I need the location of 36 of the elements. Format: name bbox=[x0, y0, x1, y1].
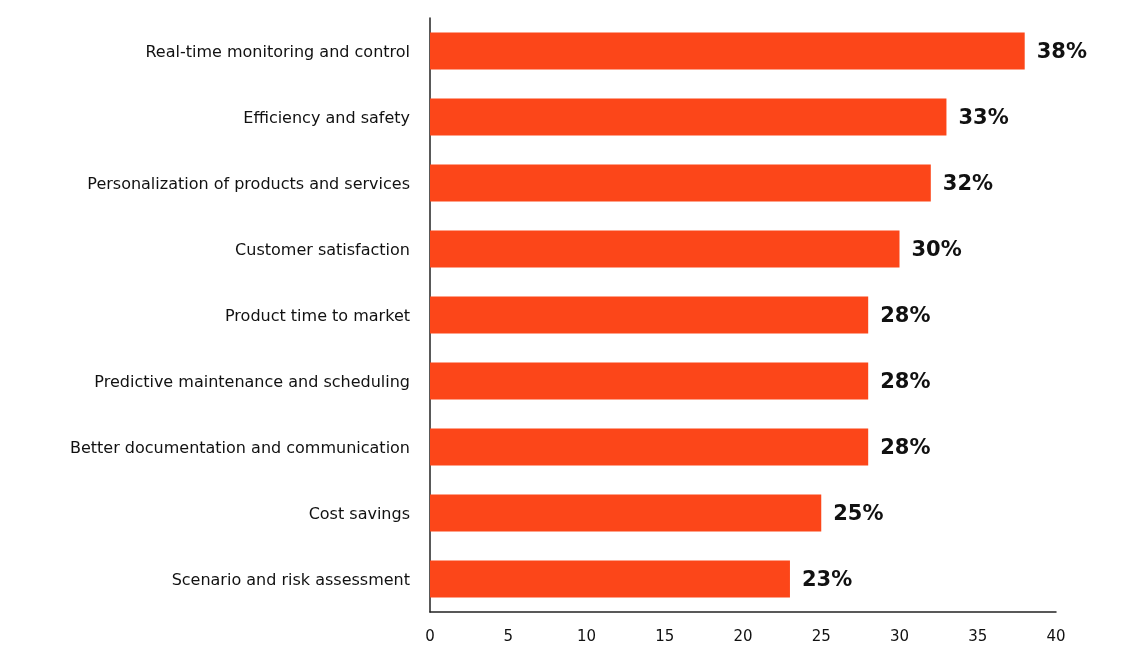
data-label: 30% bbox=[911, 237, 962, 261]
y-tick-label: Real-time monitoring and control bbox=[145, 41, 410, 61]
bar bbox=[430, 98, 947, 136]
data-label: 25% bbox=[833, 501, 884, 525]
y-tick-label: Better documentation and communication bbox=[69, 437, 410, 457]
y-tick-label: Customer satisfaction bbox=[235, 239, 410, 259]
data-label: 28% bbox=[880, 369, 931, 393]
bar bbox=[430, 362, 869, 400]
bar bbox=[430, 296, 869, 334]
x-tick-label: 25 bbox=[811, 626, 831, 645]
x-tick-label: 40 bbox=[1046, 626, 1066, 645]
bar bbox=[430, 164, 931, 202]
y-tick-label: Cost savings bbox=[308, 503, 410, 523]
x-tick-label: 0 bbox=[425, 626, 435, 645]
bar bbox=[430, 494, 822, 532]
x-tick-label: 35 bbox=[968, 626, 988, 645]
bar bbox=[430, 428, 869, 466]
data-label: 28% bbox=[880, 435, 931, 459]
y-tick-label: Product time to market bbox=[225, 305, 410, 325]
y-tick-label: Personalization of products and services bbox=[87, 173, 410, 193]
x-tick-label: 20 bbox=[733, 626, 753, 645]
data-label: 23% bbox=[801, 567, 853, 591]
bar bbox=[430, 32, 1025, 70]
data-label: 32% bbox=[942, 171, 994, 195]
y-tick-label: Predictive maintenance and scheduling bbox=[94, 371, 410, 391]
x-tick-label: 5 bbox=[503, 626, 514, 645]
x-tick-label: 15 bbox=[655, 626, 675, 645]
x-tick-label: 30 bbox=[889, 626, 910, 645]
data-label: 33% bbox=[958, 105, 1009, 129]
y-tick-label: Scenario and risk assessment bbox=[171, 569, 410, 589]
bar bbox=[430, 230, 900, 268]
data-label: 38% bbox=[1036, 39, 1087, 63]
bar bbox=[430, 560, 790, 598]
data-label: 28% bbox=[880, 303, 931, 327]
x-tick-label: 10 bbox=[576, 626, 597, 645]
y-tick-label: Efficiency and safety bbox=[243, 107, 410, 127]
